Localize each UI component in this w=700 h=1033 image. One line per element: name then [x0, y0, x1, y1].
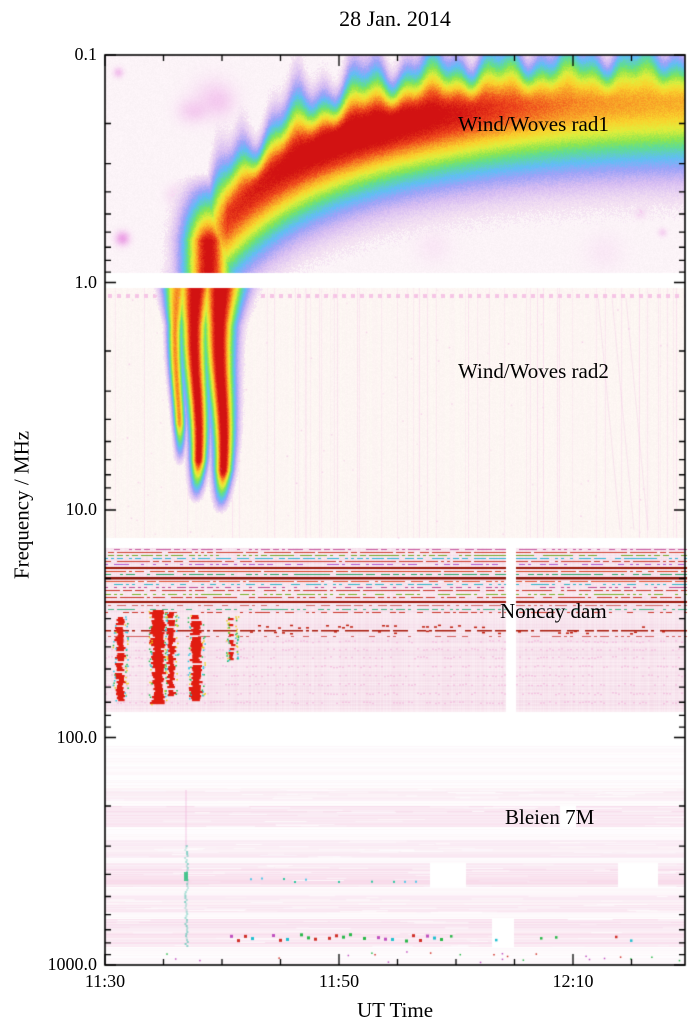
- y-tick-label: 1.0: [74, 271, 98, 292]
- x-axis-label: UT Time: [356, 998, 434, 1022]
- panel-label-bleien-7m: Bleien 7M: [505, 805, 595, 829]
- y-tick-label: 0.1: [74, 44, 98, 64]
- x-tick-label: 11:30: [84, 971, 126, 991]
- x-tick-label: 11:50: [318, 971, 360, 991]
- x-tick-label: 12:10: [552, 971, 594, 991]
- panel-label-wind-woves-rad1: Wind/Woves rad1: [458, 112, 609, 136]
- y-tick-label: 100.0: [56, 726, 98, 747]
- figure-title: 28 Jan. 2014: [339, 6, 451, 31]
- y-tick-label: 1000.0: [47, 954, 98, 974]
- y-tick-label: 10.0: [65, 499, 98, 519]
- panel-label-wind-woves-rad2: Wind/Woves rad2: [458, 359, 609, 383]
- panel-label-noncay-dam: Noncay dam: [500, 599, 607, 623]
